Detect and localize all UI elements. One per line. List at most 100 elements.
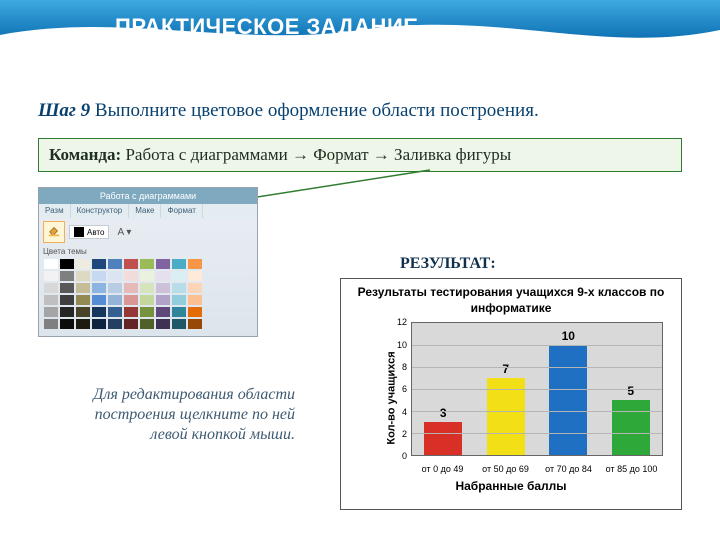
ribbon-contextual-header: Работа с диаграммами: [39, 188, 257, 204]
color-swatch[interactable]: [124, 283, 138, 293]
color-swatch[interactable]: [124, 319, 138, 329]
chart-x-ticks: от 0 до 49 от 50 до 69 от 70 до 84 от 85 до…: [411, 464, 663, 474]
color-swatch[interactable]: [76, 271, 90, 281]
color-swatch[interactable]: [92, 295, 106, 305]
color-swatch[interactable]: [188, 307, 202, 317]
color-swatch[interactable]: [108, 283, 122, 293]
color-swatch[interactable]: [156, 283, 170, 293]
color-swatch[interactable]: [140, 283, 154, 293]
chart-title: Результаты тестирования учащихся 9-х кла…: [341, 279, 681, 318]
color-swatch[interactable]: [108, 271, 122, 281]
color-swatch[interactable]: [172, 295, 186, 305]
color-swatch[interactable]: [172, 283, 186, 293]
color-swatch[interactable]: [108, 319, 122, 329]
color-swatch[interactable]: [60, 295, 74, 305]
color-swatch[interactable]: [92, 259, 106, 269]
color-swatch[interactable]: [92, 307, 106, 317]
palette-section-label: Цвета темы: [39, 246, 257, 257]
color-swatch[interactable]: [124, 295, 138, 305]
theme-color-swatches: [39, 257, 257, 331]
color-swatch[interactable]: [140, 295, 154, 305]
color-swatch[interactable]: [188, 283, 202, 293]
color-swatch[interactable]: [156, 259, 170, 269]
ribbon-panel: Работа с диаграммами РазмКонструкторМаке…: [38, 187, 258, 337]
color-swatch[interactable]: [140, 271, 154, 281]
chart-bar-value: 7: [502, 362, 509, 376]
color-swatch[interactable]: [172, 307, 186, 317]
color-swatch[interactable]: [44, 283, 58, 293]
ribbon-tabs: РазмКонструкторМакеФормат: [39, 204, 257, 218]
color-swatch[interactable]: [44, 307, 58, 317]
color-swatch[interactable]: [92, 319, 106, 329]
color-swatch[interactable]: [124, 271, 138, 281]
ribbon-tab[interactable]: Маке: [129, 204, 161, 218]
command-text: Работа с диаграммами → Формат → Заливка …: [121, 145, 511, 164]
step-line: Шаг 9 Выполните цветовое оформление обла…: [38, 100, 539, 122]
color-swatch[interactable]: [156, 319, 170, 329]
color-swatch[interactable]: [188, 259, 202, 269]
chart-x-tick: от 0 до 49: [415, 464, 470, 474]
slide-title: ПРАКТИЧЕСКОЕ ЗАДАНИЕ: [115, 14, 418, 40]
chart-bar-value: 10: [562, 329, 575, 343]
color-swatch[interactable]: [124, 259, 138, 269]
color-swatch[interactable]: [172, 271, 186, 281]
color-swatch[interactable]: [156, 271, 170, 281]
chart-bar: [549, 345, 587, 455]
chart-x-axis-label: Набранные баллы: [341, 478, 681, 493]
command-label: Команда:: [49, 145, 121, 164]
command-box: Команда: Работа с диаграммами → Формат →…: [38, 138, 682, 172]
chart-plot-area[interactable]: 37105: [411, 322, 663, 456]
ribbon-tab[interactable]: Разм: [39, 204, 71, 218]
chart-x-tick: от 85 до 100: [604, 464, 659, 474]
color-swatch[interactable]: [172, 259, 186, 269]
color-swatch[interactable]: [188, 295, 202, 305]
color-swatch[interactable]: [44, 319, 58, 329]
result-label: РЕЗУЛЬТАТ:: [400, 255, 496, 273]
step-text: Выполните цветовое оформление области по…: [90, 100, 539, 121]
chart-y-tick: 2: [389, 429, 407, 439]
color-swatch[interactable]: [76, 319, 90, 329]
color-swatch[interactable]: [76, 307, 90, 317]
color-swatch[interactable]: [60, 307, 74, 317]
color-swatch[interactable]: [60, 319, 74, 329]
ribbon-tab[interactable]: Формат: [161, 204, 202, 218]
color-swatch[interactable]: [108, 307, 122, 317]
chart-y-tick: 4: [389, 407, 407, 417]
color-swatch[interactable]: [76, 283, 90, 293]
color-swatch[interactable]: [156, 295, 170, 305]
auto-color-swatch: [74, 227, 84, 237]
color-swatch[interactable]: [140, 307, 154, 317]
color-swatch[interactable]: [92, 283, 106, 293]
color-swatch[interactable]: [44, 295, 58, 305]
color-swatch[interactable]: [108, 295, 122, 305]
color-swatch[interactable]: [124, 307, 138, 317]
color-swatch[interactable]: [44, 259, 58, 269]
color-swatch[interactable]: [108, 259, 122, 269]
chart-bar-value: 5: [627, 384, 634, 398]
color-swatch[interactable]: [92, 271, 106, 281]
ribbon-tab[interactable]: Конструктор: [71, 204, 130, 218]
chart-x-tick: от 70 до 84: [541, 464, 596, 474]
color-swatch[interactable]: [76, 259, 90, 269]
color-swatch[interactable]: [188, 319, 202, 329]
chart-x-tick: от 50 до 69: [478, 464, 533, 474]
auto-color-option[interactable]: Авто: [69, 225, 109, 239]
auto-color-label: Авто: [87, 228, 104, 237]
color-swatch[interactable]: [188, 271, 202, 281]
shape-fill-button[interactable]: [43, 221, 65, 243]
color-swatch[interactable]: [76, 295, 90, 305]
chart-y-tick: 8: [389, 362, 407, 372]
color-swatch[interactable]: [60, 259, 74, 269]
color-swatch[interactable]: [140, 319, 154, 329]
paint-bucket-icon: [47, 224, 61, 240]
color-swatch[interactable]: [44, 271, 58, 281]
color-swatch[interactable]: [60, 283, 74, 293]
color-swatch[interactable]: [156, 307, 170, 317]
color-swatch[interactable]: [140, 259, 154, 269]
color-swatch[interactable]: [172, 319, 186, 329]
slide-header: ПРАКТИЧЕСКОЕ ЗАДАНИЕ: [0, 0, 720, 55]
color-swatch[interactable]: [60, 271, 74, 281]
chart-bar: [612, 400, 650, 455]
step-label: Шаг 9: [38, 100, 90, 121]
chart-y-tick: 6: [389, 384, 407, 394]
